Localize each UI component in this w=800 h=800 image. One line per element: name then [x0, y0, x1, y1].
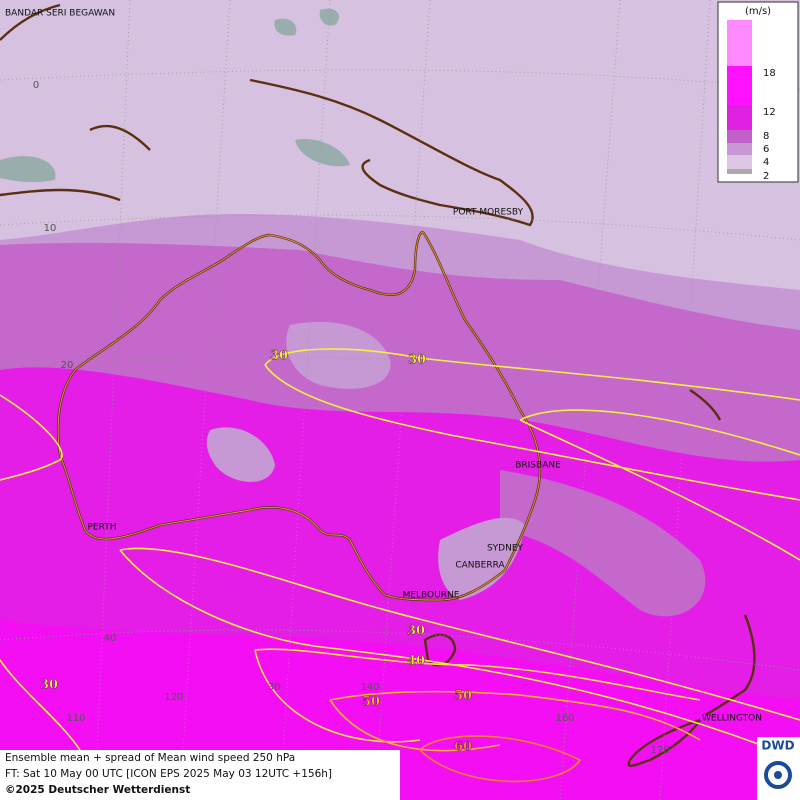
legend-label: 8 — [763, 131, 769, 142]
legend-label: 12 — [763, 107, 776, 118]
footer-text: Ensemble mean + spread of Mean wind spee… — [5, 752, 295, 764]
graticule-label: 140 — [360, 682, 379, 693]
contour-label: 50 — [454, 689, 472, 704]
contour-label: 30 — [408, 353, 426, 368]
field-light — [206, 427, 275, 482]
legend-label: 18 — [763, 68, 776, 79]
city-label: MELBOURNE — [403, 591, 460, 601]
contour-label: 30 — [407, 624, 425, 639]
contour-label: 60 — [454, 740, 472, 755]
graticule-label: 10 — [44, 223, 57, 234]
legend-unit: (m/s) — [745, 6, 771, 17]
logo-icon — [764, 761, 792, 789]
legend-swatch — [727, 169, 752, 174]
terrain — [0, 8, 350, 183]
field-light — [438, 517, 525, 600]
legend-swatch — [727, 130, 752, 143]
legend-label: 2 — [763, 171, 769, 182]
legend-swatch — [727, 155, 752, 169]
footer-text: FT: Sat 10 May 00 UTC [ICON EPS 2025 May… — [5, 768, 332, 780]
coastline-highlights — [57, 232, 541, 601]
logo-box — [757, 737, 800, 800]
graticule-label: 170 — [650, 745, 669, 756]
graticule-label: 40 — [104, 633, 117, 644]
graticule-label: 160 — [555, 713, 574, 724]
graticule-label: 120 — [164, 692, 183, 703]
logo-icon — [774, 771, 782, 779]
city-label: WELLINGTON — [702, 714, 762, 724]
legend-swatch — [727, 105, 752, 130]
contour-label: 40 — [407, 654, 425, 669]
legend-swatch — [727, 66, 752, 105]
contours — [0, 348, 800, 783]
graticule-label: 110 — [66, 713, 85, 724]
logo-text: DWD — [761, 739, 794, 753]
legend-swatch — [727, 20, 752, 66]
field-light — [286, 321, 391, 389]
graticule-label: 30 — [268, 682, 281, 693]
graticule-label: 20 — [61, 360, 74, 371]
city-label: PERTH — [88, 523, 117, 533]
legend-label: 4 — [763, 157, 769, 168]
legend: (m/s) 2 4 6 8 12 18 — [727, 6, 776, 182]
graticule-label: 0 — [33, 80, 39, 91]
city-label: BRISBANE — [515, 461, 561, 471]
city-label: PORT MORESBY — [453, 208, 524, 218]
footer-text: ©2025 Deutscher Wetterdienst — [5, 784, 190, 796]
legend-swatch — [727, 143, 752, 155]
contour-label: 30 — [40, 678, 58, 693]
city-label: BANDAR SERI BEGAWAN — [5, 9, 115, 19]
contour-label: 50 — [362, 695, 380, 710]
footer-box — [0, 750, 400, 800]
field-medium — [500, 470, 706, 617]
city-label: SYDNEY — [487, 544, 524, 554]
legend-label: 6 — [763, 144, 769, 155]
contour-label: 30 — [270, 349, 288, 364]
city-label: CANBERRA — [455, 561, 505, 571]
